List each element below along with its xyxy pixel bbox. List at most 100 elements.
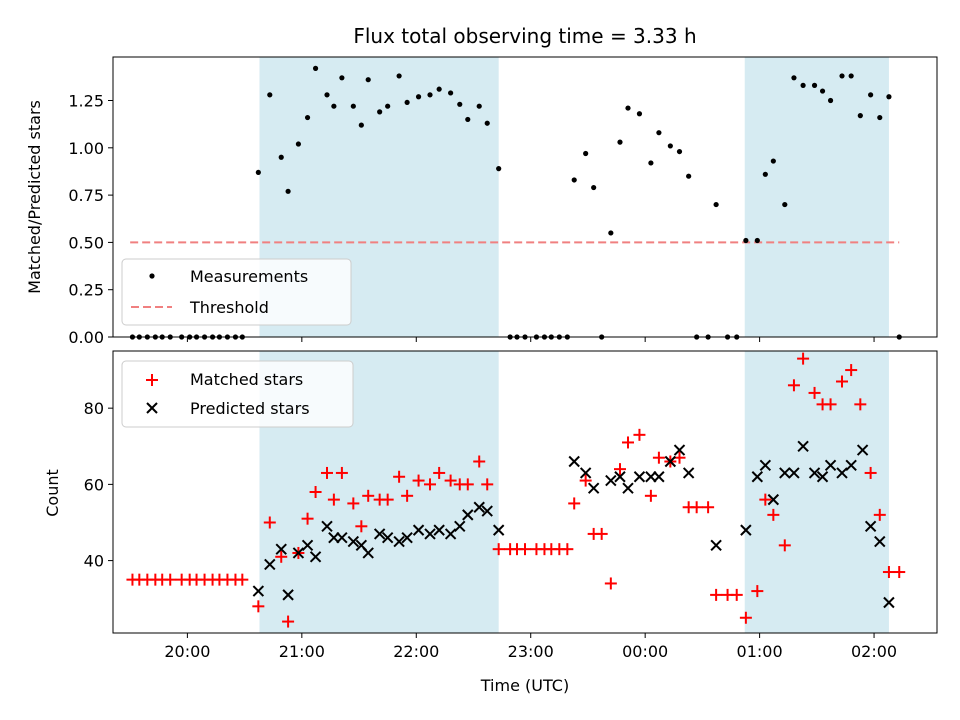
- matched-star-point: [579, 474, 592, 487]
- matched-star-point: [444, 474, 457, 487]
- bottom-legend: Matched stars Predicted stars: [121, 360, 354, 428]
- measurement-point: [734, 334, 740, 340]
- measurement-point: [625, 105, 631, 111]
- measurement-point: [209, 334, 216, 340]
- measurement-point: [159, 334, 165, 340]
- predicted-star-point: [633, 471, 646, 483]
- bottom-plot-frame: [112, 350, 938, 634]
- measurement-point: [167, 334, 173, 340]
- predicted-star-point: [740, 524, 752, 536]
- measurement-point: [448, 90, 454, 96]
- matched-star-point: [836, 375, 849, 388]
- measurement-point: [496, 166, 502, 172]
- predicted-star-point: [767, 493, 780, 506]
- matched-star-point: [263, 516, 276, 529]
- measurement-point: [484, 120, 490, 126]
- legend-matched-marker: [146, 374, 158, 386]
- matched-star-point: [595, 527, 608, 540]
- x-tick-label: 02:00: [851, 642, 897, 661]
- predicted-star-point: [321, 520, 333, 533]
- matched-star-point: [519, 543, 531, 556]
- measurement-point: [548, 334, 554, 340]
- measurement-point: [350, 103, 356, 109]
- measurement-point: [868, 92, 874, 98]
- measurement-point: [827, 97, 834, 104]
- matched-star-point: [739, 611, 752, 624]
- x-tick-label: 22:00: [393, 642, 439, 661]
- predicted-star-point: [336, 532, 348, 544]
- y-tick-label: 0.00: [68, 328, 104, 347]
- measurement-point: [404, 99, 410, 106]
- predicted-star-point: [579, 467, 592, 479]
- predicted-star-point: [710, 539, 722, 552]
- x-tick-label: 20:00: [164, 642, 210, 661]
- predicted-star-point: [816, 471, 829, 483]
- matched-star-point: [633, 428, 646, 441]
- predicted-star-point: [759, 459, 772, 472]
- matched-star-point: [481, 478, 494, 491]
- matched-star-point: [393, 470, 406, 483]
- matched-star-point: [730, 588, 743, 601]
- measurement-point: [599, 334, 605, 340]
- measurement-point: [436, 86, 442, 92]
- x-tick-label: 21:00: [279, 642, 325, 661]
- matched-star-point: [321, 466, 334, 479]
- predicted-star-point: [275, 543, 287, 555]
- measurement-point: [339, 75, 345, 81]
- measurement-point: [533, 334, 540, 340]
- measurement-point: [667, 143, 673, 149]
- predicted-star-point: [664, 455, 677, 468]
- matched-star-point: [824, 398, 837, 411]
- top-panel: 0.00 0.25 0.50 0.75 1.00 1.25 Matched/Predict…: [25, 56, 938, 347]
- y-tick-label: 0.50: [68, 233, 104, 252]
- matched-star-point: [759, 493, 772, 506]
- predicted-star-point: [444, 528, 457, 540]
- x-axis-label: Time (UTC): [480, 676, 569, 695]
- observing-window-2: [744, 351, 889, 633]
- y-tick-label: 1.00: [68, 139, 104, 158]
- measurement-point: [896, 334, 902, 340]
- matched-star-point: [335, 466, 348, 479]
- top-y-axis-label: Matched/Predicted stars: [25, 100, 44, 294]
- bottom-y-axis-label: Count: [43, 469, 62, 517]
- measurement-point: [724, 334, 731, 340]
- predicted-star-point: [856, 444, 869, 456]
- y-tick-label: 0.75: [68, 186, 104, 205]
- predicted-star-point: [462, 509, 474, 521]
- measurement-point: [857, 113, 863, 119]
- measurement-point: [201, 334, 208, 340]
- matched-star-point: [473, 455, 486, 468]
- predicted-star-point: [797, 440, 809, 452]
- measurement-point: [324, 92, 330, 98]
- matched-star-point: [751, 585, 764, 598]
- predicted-star-point: [347, 535, 360, 548]
- measurement-point: [187, 334, 193, 340]
- measurement-point: [617, 139, 623, 145]
- y-tick-label: 1.25: [68, 92, 104, 111]
- x-tick-label: 23:00: [508, 642, 554, 661]
- measurement-point: [762, 171, 768, 177]
- measurement-point: [522, 334, 528, 340]
- measurement-point: [648, 160, 654, 166]
- measurement-point: [791, 75, 797, 81]
- predicted-star-point: [282, 589, 294, 601]
- predicted-star-point: [373, 528, 386, 540]
- matched-star-point: [347, 497, 360, 510]
- measurement-point: [514, 334, 520, 340]
- matched-star-point: [893, 566, 906, 579]
- measurement-point: [312, 65, 319, 71]
- measurement-point: [656, 130, 662, 136]
- predicted-star-point: [292, 547, 305, 559]
- matched-star-point: [309, 486, 322, 498]
- measurement-point: [136, 334, 142, 340]
- predicted-star-point: [824, 459, 837, 472]
- predicted-star-point: [362, 547, 374, 559]
- predicted-star-point: [614, 471, 626, 483]
- legend-measurements-label: Measurements: [190, 267, 308, 286]
- measurement-point: [224, 334, 231, 340]
- matched-star-point: [327, 493, 340, 506]
- legend-threshold-label: Threshold: [189, 298, 269, 317]
- predicted-star-point: [401, 532, 413, 544]
- measurement-point: [232, 334, 239, 340]
